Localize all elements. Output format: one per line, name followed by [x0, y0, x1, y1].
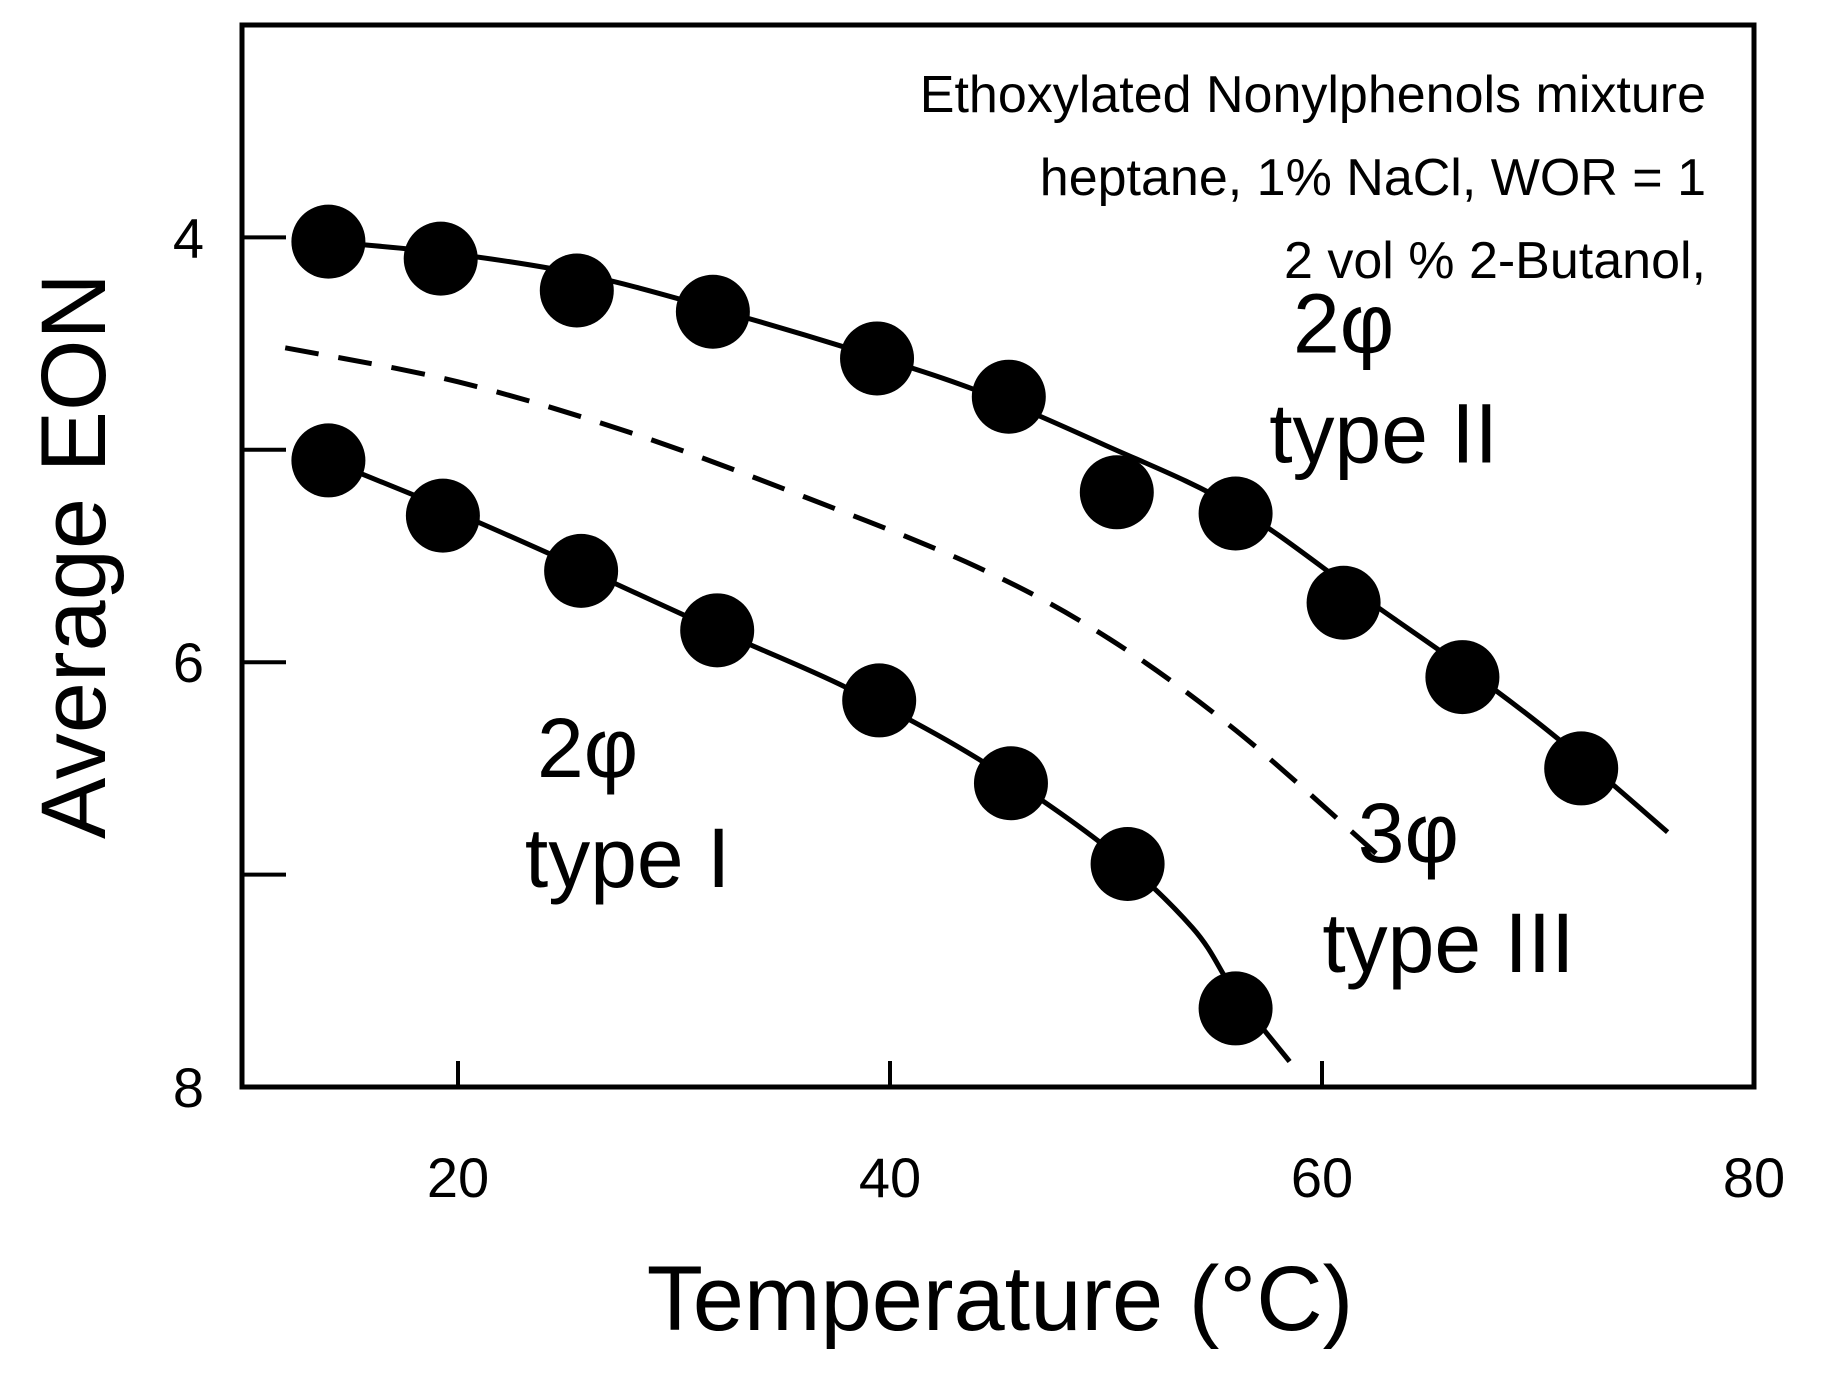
- region-label-3-type: type III: [1322, 896, 1574, 990]
- y-axis-title: Average EON: [23, 273, 125, 839]
- lower-boundary-point-4: [680, 593, 755, 668]
- lower-boundary-point-8: [1198, 971, 1273, 1046]
- lower-boundary-line: [327, 458, 1292, 1064]
- upper-boundary-point-10: [1425, 640, 1500, 715]
- upper-boundary-point-5: [840, 321, 915, 396]
- upper-boundary-point-2: [403, 221, 478, 296]
- x-axis-ticks: 20 40 60 80: [427, 1061, 1785, 1209]
- annotation-line-3: 2 vol % 2-Butanol,: [1284, 232, 1706, 290]
- region-label-2-phase: 2φ: [537, 701, 638, 795]
- markers-layer: [291, 204, 1619, 1046]
- y-tick-label-6: 6: [173, 631, 204, 694]
- upper-boundary-point-7: [1079, 455, 1154, 530]
- lower-boundary-point-6: [973, 746, 1048, 821]
- x-tick-label-40: 40: [859, 1146, 921, 1209]
- annotation-line-2: heptane, 1% NaCl, WOR = 1: [1040, 149, 1706, 207]
- upper-boundary-point-11: [1544, 731, 1619, 806]
- y-axis-ticks: 4 6 8: [173, 206, 286, 1119]
- lower-boundary-point-3: [544, 533, 619, 608]
- region-labels: 2φ type II 2φ type I 3φ type III: [525, 276, 1575, 990]
- x-tick-label-20: 20: [427, 1146, 489, 1209]
- middle-estimate-line: [284, 345, 1378, 856]
- lower-boundary-point-5: [842, 663, 917, 738]
- upper-boundary-point-6: [971, 359, 1046, 434]
- upper-boundary-point-3: [539, 253, 614, 328]
- upper-boundary-point-1: [291, 204, 366, 279]
- lower-boundary-point-7: [1090, 826, 1165, 901]
- upper-boundary-point-8: [1198, 476, 1273, 551]
- upper-boundary-point-4: [675, 274, 750, 349]
- region-label-1-phase: 2φ: [1293, 276, 1394, 370]
- annotation-line-1: Ethoxylated Nonylphenols mixture: [920, 66, 1706, 124]
- upper-boundary-line: [328, 239, 1670, 834]
- x-axis-title: Temperature (°C): [647, 1248, 1354, 1350]
- annotation-block: Ethoxylated Nonylphenols mixture heptane…: [920, 66, 1706, 290]
- lower-boundary-point-1: [291, 423, 366, 498]
- plot-frame: [239, 22, 1757, 1090]
- x-tick-label-60: 60: [1291, 1146, 1353, 1209]
- upper-boundary-point-9: [1306, 565, 1381, 640]
- y-tick-label-8: 8: [173, 1056, 204, 1119]
- x-tick-label-80: 80: [1723, 1146, 1785, 1209]
- region-label-3-phase: 3φ: [1358, 786, 1459, 880]
- y-tick-label-4: 4: [173, 206, 204, 269]
- lower-boundary-point-2: [405, 478, 480, 553]
- region-label-1-type: type II: [1269, 386, 1498, 480]
- region-label-2-type: type I: [525, 811, 730, 905]
